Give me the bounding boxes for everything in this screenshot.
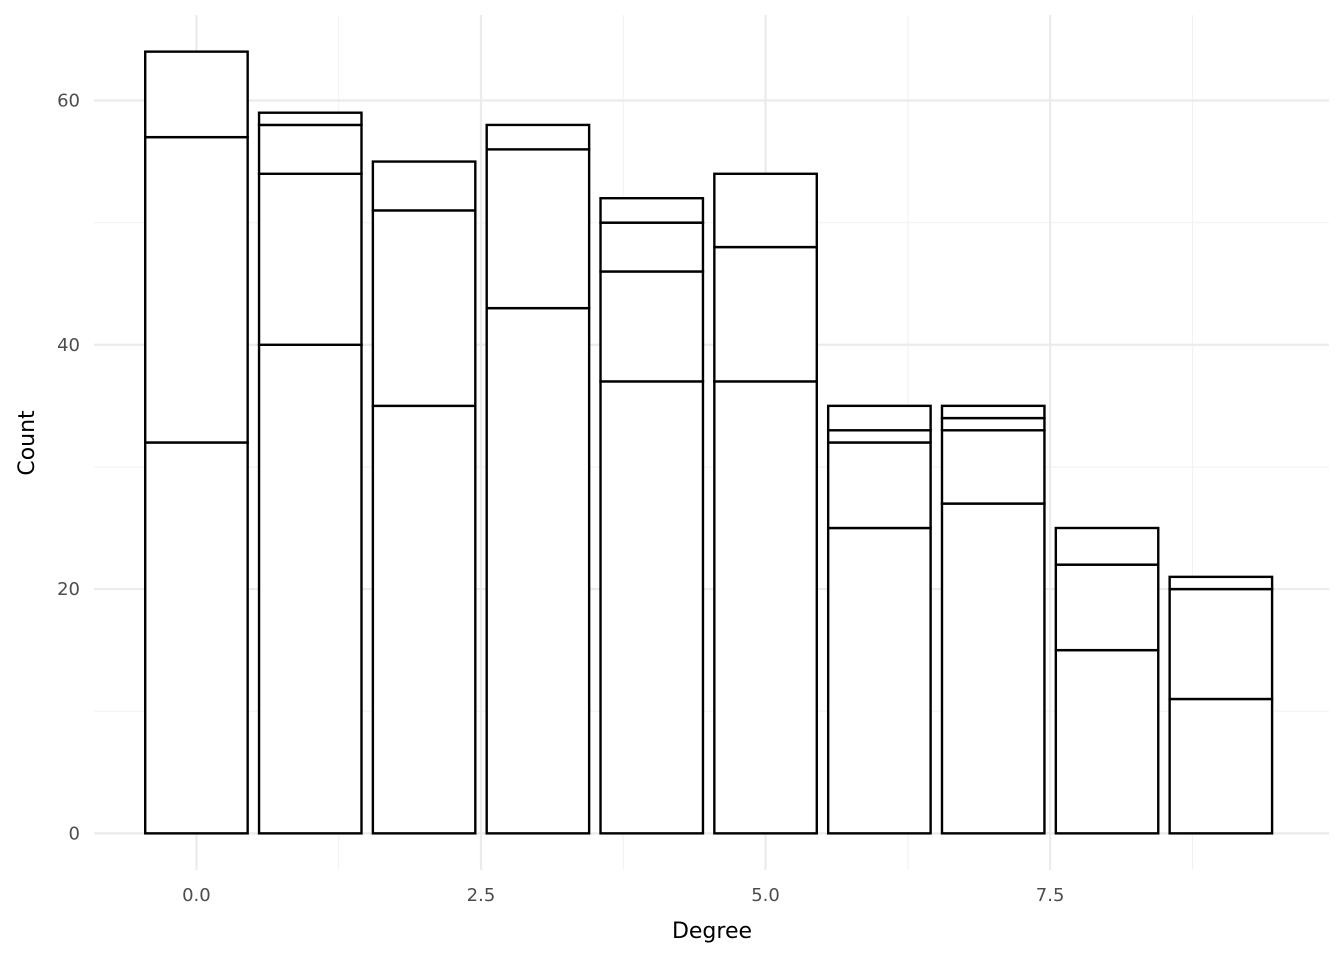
- x-tick-label: 0.0: [182, 885, 211, 906]
- bar-segment: [485, 123, 591, 151]
- bar-segment: [826, 404, 932, 432]
- bar-segment: [1054, 563, 1160, 652]
- x-tick-label: 7.5: [1036, 885, 1065, 906]
- x-axis-title: Degree: [672, 919, 752, 944]
- bar-segment: [144, 50, 249, 139]
- bar-segment: [713, 172, 818, 249]
- y-tick-label: 20: [57, 579, 80, 600]
- bar-segment: [371, 209, 477, 408]
- bar-segment: [371, 160, 477, 212]
- bar-segment: [1168, 575, 1274, 591]
- bar-segment: [1054, 526, 1160, 566]
- y-tick-label: 60: [57, 91, 80, 112]
- bar-segment: [940, 404, 1046, 420]
- bar-segment: [599, 380, 705, 835]
- bar-segment: [940, 502, 1046, 835]
- bar-segment: [826, 429, 932, 444]
- bar-segment: [144, 441, 249, 835]
- y-axis-ticks: 0 20 40 60: [57, 91, 80, 845]
- bar-segment: [713, 380, 818, 835]
- y-tick-label: 40: [57, 335, 80, 356]
- bar-segment: [826, 526, 932, 835]
- bar-segment: [599, 197, 705, 224]
- y-axis-title: Count: [15, 410, 40, 476]
- bar-segment: [599, 221, 705, 273]
- bar-segment: [485, 148, 591, 310]
- bar-segment: [257, 111, 363, 127]
- bar-segment: [599, 270, 705, 383]
- bar-segment: [940, 429, 1046, 505]
- bar-segment: [257, 123, 363, 175]
- bar-segment: [713, 245, 818, 383]
- bar-segment: [371, 404, 477, 835]
- x-tick-label: 2.5: [467, 885, 496, 906]
- bar-segment: [940, 416, 1046, 432]
- bar-segment: [826, 441, 932, 530]
- y-tick-label: 0: [69, 823, 80, 844]
- x-axis-ticks: 0.0 2.5 5.0 7.5: [182, 885, 1064, 906]
- bars: [144, 50, 1274, 835]
- bar-segment: [1168, 697, 1274, 835]
- x-tick-label: 5.0: [751, 885, 780, 906]
- bar-segment: [257, 343, 363, 835]
- bar-segment: [485, 306, 591, 835]
- bar-segment: [257, 172, 363, 346]
- bar-segment: [1054, 648, 1160, 835]
- bar-segment: [144, 135, 249, 444]
- bar-segment: [1168, 587, 1274, 701]
